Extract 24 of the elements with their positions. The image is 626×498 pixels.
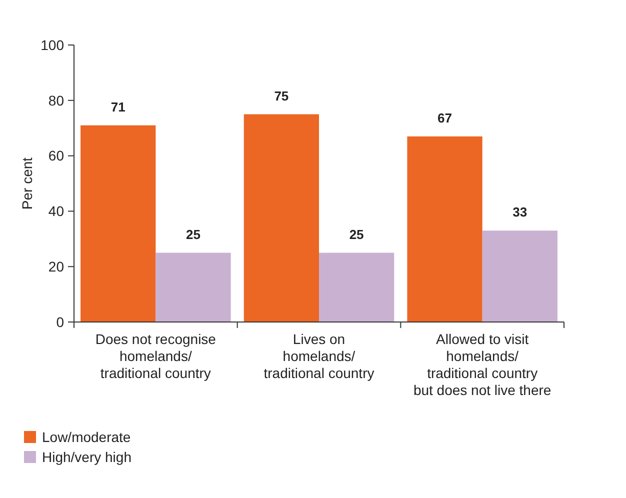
- x-tick-label: Allowed to visit homelands/ traditional country but does not live there: [413, 331, 552, 398]
- data-label: 71: [110, 99, 126, 114]
- y-axis-title: Per cent: [19, 157, 35, 210]
- y-tick-label: 0: [56, 314, 64, 330]
- bar: [407, 136, 482, 322]
- data-label: 75: [274, 88, 289, 104]
- x-tick-label: Does not recognise homelands/ traditional country: [95, 331, 216, 381]
- y-tick-label: 100: [40, 36, 64, 53]
- data-label: 25: [349, 226, 364, 242]
- y-tick-label: 20: [48, 258, 64, 274]
- x-tick-label: Lives on homelands/ traditional country: [264, 331, 374, 381]
- legend-label: Low/moderate: [42, 428, 131, 445]
- data-label: 25: [186, 226, 200, 242]
- bar: [244, 114, 319, 322]
- bar: [80, 125, 156, 322]
- data-label: 33: [512, 204, 528, 220]
- y-tick-label: 80: [48, 92, 64, 108]
- legend-label: High/very high: [42, 448, 132, 465]
- bar: [319, 252, 394, 322]
- y-tick-label: 40: [48, 203, 64, 220]
- data-label: 67: [438, 110, 452, 126]
- y-tick-label: 60: [48, 148, 64, 164]
- bar: [482, 230, 558, 322]
- bar: [156, 252, 231, 322]
